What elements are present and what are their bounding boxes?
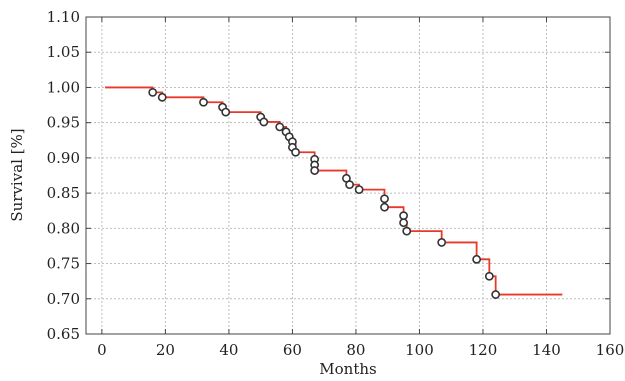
censor-marker (275, 122, 285, 132)
y-tick-label: 1.05 (47, 43, 80, 61)
x-tick-label: 0 (97, 341, 107, 359)
y-tick-label: 1.10 (47, 8, 80, 26)
x-tick-label: 20 (156, 341, 175, 359)
censor-marker (484, 271, 494, 281)
censor-markers (148, 87, 501, 299)
x-tick-label: 140 (532, 341, 561, 359)
y-tick-label: 0.65 (47, 325, 80, 343)
censor-marker (402, 226, 412, 236)
y-tick-label: 0.90 (47, 149, 80, 167)
y-tick-label: 0.85 (47, 184, 80, 202)
censor-marker (157, 92, 167, 102)
censor-marker (221, 107, 231, 117)
x-tick-label: 80 (346, 341, 365, 359)
plot-frame (85, 16, 611, 335)
y-tick-label: 0.80 (47, 219, 80, 237)
x-axis-ticks: 0 20 40 60 80 100 120 140 160 (97, 17, 624, 359)
x-tick-label: 100 (405, 341, 434, 359)
y-axis-ticks: 0.65 0.70 0.75 0.80 0.85 0.90 0.95 1.00 1.05 1.10 (47, 8, 610, 343)
x-tick-label: 120 (469, 341, 498, 359)
censor-marker (148, 87, 158, 97)
x-tick-label: 160 (596, 341, 625, 359)
censor-marker (437, 238, 447, 247)
y-tick-label: 0.75 (47, 255, 80, 273)
censor-marker (399, 218, 408, 228)
x-axis-label: Months (319, 360, 376, 378)
censor-marker (199, 97, 208, 107)
censor-marker (310, 166, 320, 175)
x-tick-label: 60 (283, 341, 302, 359)
censor-marker (291, 147, 300, 157)
censor-marker (380, 202, 389, 212)
grid-lines (86, 17, 610, 334)
censor-marker (259, 117, 269, 127)
censor-marker (345, 180, 354, 190)
y-axis-label: Survival [%] (8, 128, 26, 221)
x-tick-label: 40 (219, 341, 238, 359)
y-tick-label: 0.70 (47, 290, 80, 308)
censor-marker (491, 290, 501, 299)
y-tick-label: 0.95 (47, 114, 80, 132)
censor-marker (399, 211, 408, 221)
censor-marker (380, 194, 389, 204)
censor-marker (354, 185, 364, 194)
y-tick-label: 1.00 (47, 78, 80, 96)
censor-marker (472, 254, 482, 264)
